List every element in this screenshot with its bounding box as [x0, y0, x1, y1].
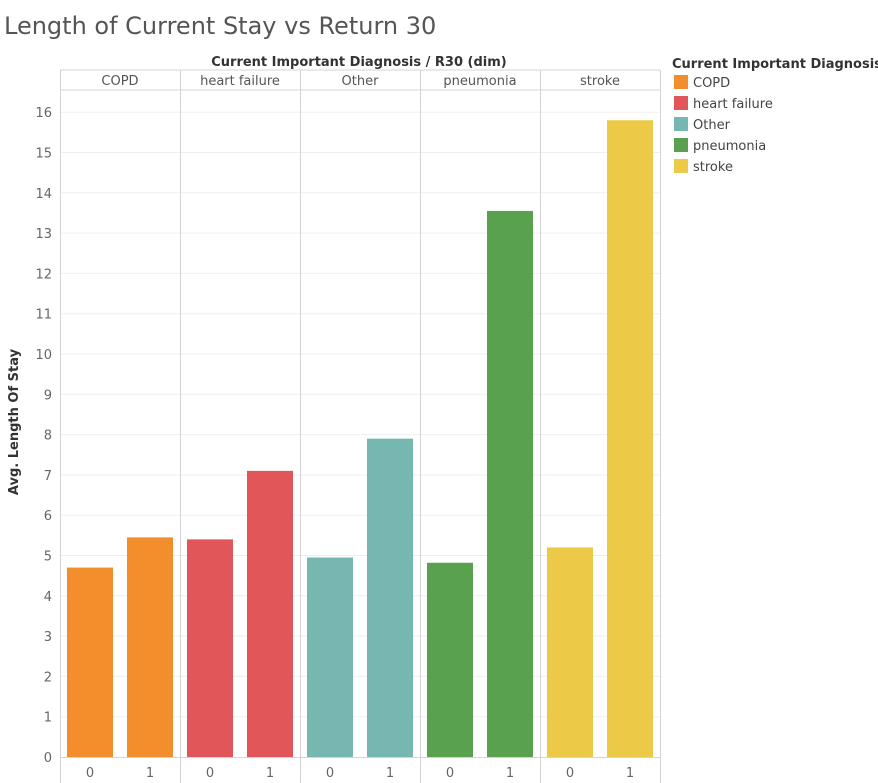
x-tick-label: 1: [386, 766, 394, 781]
bar: [307, 557, 353, 757]
y-tick-label: 4: [44, 590, 52, 605]
legend-swatch: [674, 117, 688, 131]
y-tick-label: 2: [44, 670, 52, 685]
bar: [367, 438, 413, 757]
x-tick-label: 0: [566, 766, 574, 781]
x-tick-label: 0: [326, 766, 334, 781]
bar: [427, 562, 473, 757]
y-tick-label: 14: [35, 187, 52, 202]
legend-label: Other: [693, 118, 731, 133]
legend-swatch: [674, 96, 688, 110]
x-tick-label: 1: [146, 766, 154, 781]
legend-label: heart failure: [693, 97, 773, 112]
y-tick-label: 3: [44, 630, 52, 645]
x-tick-label: 0: [206, 766, 214, 781]
y-tick-label: 12: [35, 267, 52, 282]
bar: [547, 547, 593, 757]
bar: [127, 537, 173, 757]
legend-swatch: [674, 159, 688, 173]
facet-label-copd: COPD: [101, 74, 138, 89]
x-tick-label: 1: [506, 766, 514, 781]
bar: [67, 567, 113, 757]
x-tick-label: 0: [446, 766, 454, 781]
facet-label-stroke: stroke: [580, 74, 620, 89]
y-tick-label: 6: [44, 509, 52, 524]
facet-label-other: Other: [342, 74, 380, 89]
y-tick-label: 1: [44, 711, 52, 726]
column-header: Current Important Diagnosis / R30 (dim): [211, 55, 507, 70]
legend-label: stroke: [693, 160, 733, 175]
y-axis-label: Avg. Length Of Stay: [7, 348, 22, 495]
y-tick-label: 7: [44, 469, 52, 484]
y-tick-label: 8: [44, 429, 52, 444]
chart-title: Length of Current Stay vs Return 30: [4, 12, 436, 40]
y-tick-label: 11: [35, 308, 52, 323]
y-tick-label: 0: [44, 751, 52, 766]
facet-label-heart-failure: heart failure: [200, 74, 280, 89]
y-tick-label: 16: [35, 106, 52, 121]
bar: [487, 210, 533, 757]
legend-label: pneumonia: [693, 139, 766, 154]
x-tick-label: 1: [626, 766, 634, 781]
y-tick-label: 9: [44, 388, 52, 403]
legend-swatch: [674, 138, 688, 152]
y-tick-label: 13: [35, 227, 52, 242]
bar: [607, 120, 653, 757]
legend-swatch: [674, 75, 688, 89]
y-tick-label: 15: [35, 147, 52, 162]
y-tick-label: 10: [35, 348, 52, 363]
x-tick-label: 1: [266, 766, 274, 781]
facet-label-pneumonia: pneumonia: [443, 74, 516, 89]
bar: [187, 539, 233, 757]
legend-label: COPD: [693, 76, 730, 91]
bar: [247, 470, 293, 757]
y-tick-label: 5: [44, 550, 52, 565]
x-tick-label: 0: [86, 766, 94, 781]
legend-title: Current Important Diagnosis: [672, 57, 878, 72]
